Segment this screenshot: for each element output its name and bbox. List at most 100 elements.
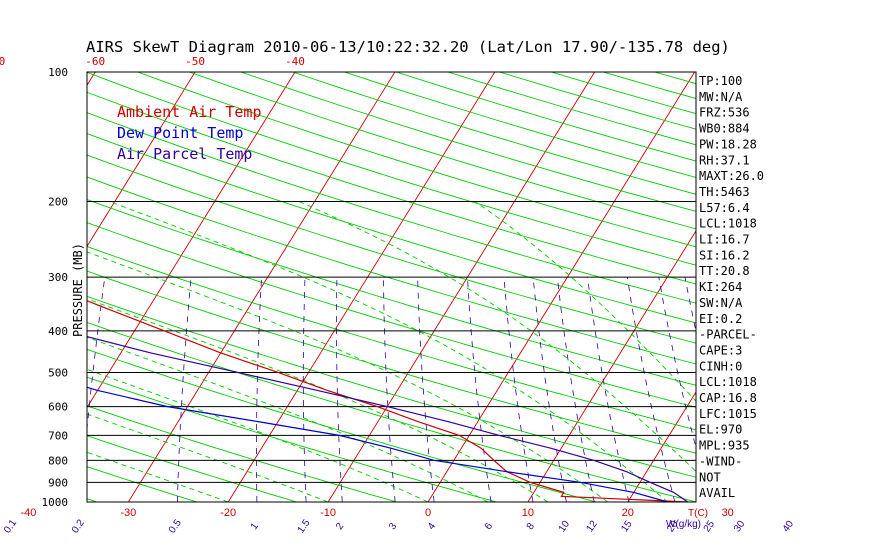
top-temperature-tick-label: -60 — [85, 55, 105, 68]
index-entry: PW:18.28 — [699, 137, 757, 151]
mixing-ratio-tick-label: 0.5 — [167, 517, 184, 535]
bottom-temperature-tick-label: -20 — [220, 507, 236, 519]
index-entry: MPL:935 — [699, 439, 750, 453]
dry-adiabat-line — [87, 199, 696, 386]
isotherm-line — [627, 391, 696, 502]
legend: Ambient Air Temp Dew Point Temp Air Parc… — [117, 103, 262, 163]
bottom-temperature-tick-label: 10 — [522, 507, 534, 519]
series-line-air-parcel-temp — [87, 335, 689, 502]
mixing-ratio-tick-label: 0.2 — [70, 517, 87, 535]
dry-adiabat-line — [87, 112, 696, 304]
dry-adiabat-line — [87, 72, 696, 266]
isotherm-line — [227, 72, 496, 502]
index-entry: TH:5463 — [699, 185, 750, 199]
dry-adiabat-line — [758, 72, 870, 502]
dry-adiabat-line — [87, 133, 696, 324]
dry-adiabat-line — [447, 72, 696, 146]
index-entry: MW:N/A — [699, 90, 743, 104]
mixing-ratio-tick-label: 1 — [249, 521, 261, 532]
series-line-dew-point-temp — [87, 386, 668, 502]
index-entry: SI:16.2 — [699, 248, 750, 262]
index-entry: SW:N/A — [699, 296, 743, 310]
moist-adiabat-line — [87, 413, 329, 502]
index-entry: LCL:1018 — [699, 217, 757, 231]
dry-adiabat-line — [87, 91, 696, 285]
dry-adiabat-line — [189, 72, 696, 230]
mixing-ratio-tick-label: 25 — [702, 518, 718, 534]
mixing-ratio-line — [177, 277, 192, 502]
pressure-tick-label: 900 — [48, 476, 68, 489]
index-entry: -WIND- — [699, 454, 742, 468]
isotherm-line — [87, 72, 296, 409]
dry-adiabat-line — [87, 295, 696, 478]
pressure-tick-label: 1000 — [42, 496, 69, 509]
pressure-tick-label: 800 — [48, 454, 68, 467]
dry-adiabat-line — [396, 72, 696, 162]
pressure-tick-labels: 100 200 300 400 500 600 700 800 900 1000 — [42, 66, 69, 509]
mixing-ratio-tick-label: 6 — [483, 521, 495, 532]
mixing-ratio-tick-label: 30 — [732, 518, 748, 534]
mixing-ratio-unit: W(g/kg) — [666, 519, 701, 530]
index-entry: LCL:1018 — [699, 375, 757, 389]
index-entry: EI:0.2 — [699, 312, 742, 326]
pressure-tick-label: 600 — [48, 401, 68, 414]
top-temperature-tick-labels: -120-110-100-90-80-70-60-50-40 — [0, 55, 305, 68]
bottom-temperature-tick-label: -40 — [20, 507, 36, 519]
bottom-temperature-tick-label: 0 — [425, 507, 431, 519]
mixing-ratio-tick-label: 40 — [781, 518, 797, 534]
mixing-ratio-tick-label: 4 — [426, 521, 438, 532]
moist-adiabat-line — [474, 201, 696, 402]
index-entry: AVAIL — [699, 486, 735, 500]
moist-adiabat-line — [298, 200, 696, 473]
dry-adiabat-line — [87, 435, 297, 502]
mixing-ratio-line — [302, 277, 307, 502]
pressure-tick-label: 400 — [48, 325, 68, 338]
moist-adiabat-line — [109, 200, 669, 502]
index-entry: NOT — [699, 470, 721, 484]
isotherm-line — [427, 72, 695, 502]
index-entry: CINH:0 — [699, 359, 742, 373]
dry-adiabat-line — [87, 376, 497, 502]
isotherm-line — [87, 72, 196, 248]
index-entry: L57:6.4 — [699, 201, 750, 215]
isotherm-line — [828, 72, 870, 502]
isotherm-line — [127, 72, 396, 502]
index-entry: KI:264 — [699, 280, 742, 294]
bottom-temperature-tick-label: 20 — [622, 507, 634, 519]
mixing-ratio-tick-label: 1.5 — [296, 517, 313, 535]
moist-adiabat-line — [87, 451, 229, 502]
index-entry: EL:970 — [699, 423, 742, 437]
index-entry: FRZ:536 — [699, 106, 750, 120]
dry-adiabat-line — [862, 72, 870, 502]
moist-adiabat-line — [87, 251, 609, 502]
profile-curves — [87, 300, 689, 502]
mixing-ratio-line — [256, 277, 262, 502]
mixing-ratio-line — [383, 277, 396, 502]
top-temperature-tick-label: -40 — [285, 55, 305, 68]
index-entry: WB0:884 — [699, 122, 750, 136]
index-entry: TT:20.8 — [699, 264, 750, 278]
index-entry: TP:100 — [699, 74, 742, 88]
legend-entry-ambient-air-temp: Ambient Air Temp — [117, 103, 262, 121]
dry-adiabat-line — [137, 72, 696, 248]
top-temperature-tick-label: -70 — [0, 55, 5, 68]
mixing-ratio-tick-label: 0.1 — [2, 517, 19, 535]
bottom-temperature-tick-label: 30 — [722, 507, 734, 519]
mixing-ratio-tick-label: 10 — [557, 518, 573, 534]
top-temperature-tick-label: -50 — [185, 55, 205, 68]
mixing-ratio-tick-label: 15 — [619, 518, 635, 534]
pressure-tick-label: 100 — [48, 66, 68, 79]
index-entry: LFC:1015 — [699, 407, 757, 421]
dry-adiabat-line — [87, 154, 696, 344]
dry-adiabat-line — [87, 222, 696, 408]
mixing-ratio-tick-label: 12 — [584, 518, 600, 534]
mixing-ratio-line — [503, 277, 534, 502]
dry-adiabat-line — [810, 72, 870, 502]
isotherm-line — [527, 230, 696, 502]
index-entry: LI:16.7 — [699, 233, 750, 247]
mixing-ratio-tick-label: 8 — [525, 521, 537, 532]
chart-title: AIRS SkewT Diagram 2010-06-13/10:22:32.2… — [86, 38, 730, 56]
skewt-grid — [87, 72, 870, 502]
mixing-ratio-line — [336, 277, 343, 502]
